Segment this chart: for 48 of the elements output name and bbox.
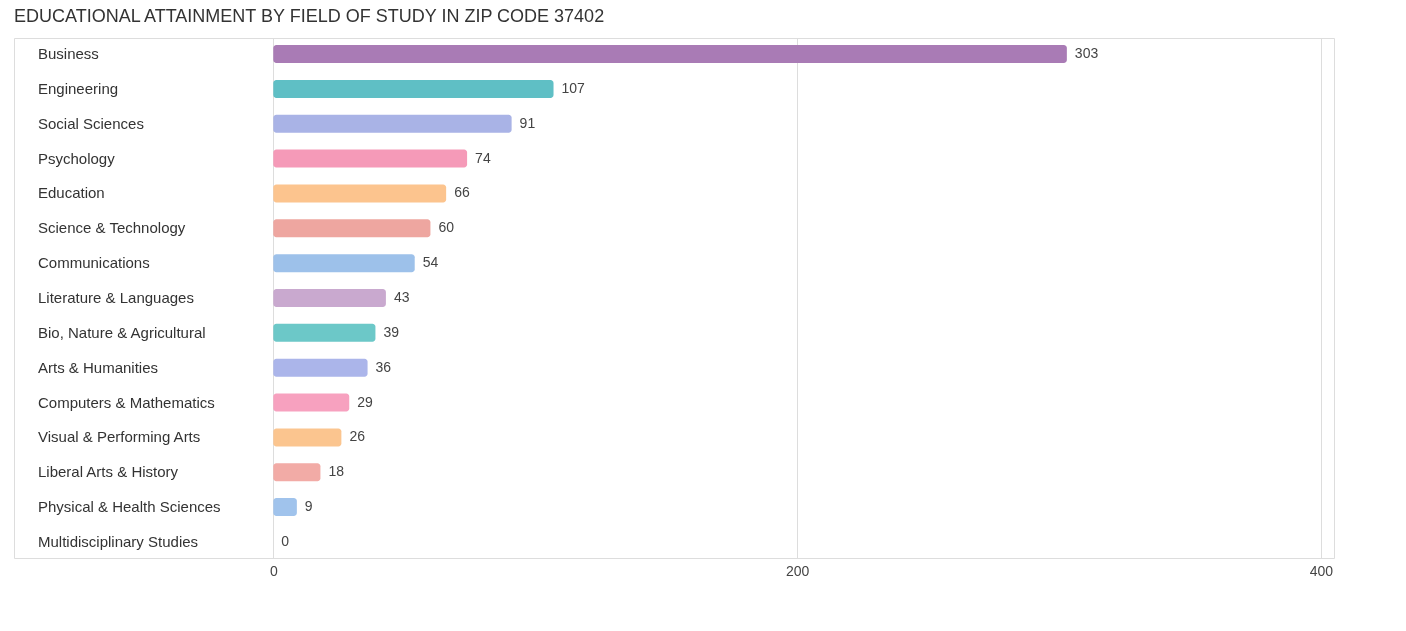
x-tick-label: 0	[269, 562, 278, 579]
y-tick-label: Visual & Performing Arts	[38, 428, 201, 446]
y-tick-label: Science & Technology	[38, 219, 186, 237]
bar	[273, 219, 431, 238]
bar	[273, 393, 350, 412]
data-label: 39	[383, 323, 400, 340]
y-tick-label: Computers & Mathematics	[38, 393, 215, 411]
y-tick-label: Psychology	[38, 149, 116, 167]
y-tick-label: Business	[38, 45, 99, 63]
data-label: 74	[475, 149, 491, 166]
data-label: 36	[375, 358, 392, 375]
data-label: 60	[438, 219, 455, 236]
y-tick-label: Literature & Languages	[38, 289, 194, 306]
data-label: 26	[349, 428, 366, 445]
y-tick-label: Engineering	[38, 79, 119, 97]
bar	[273, 149, 468, 168]
data-label: 18	[328, 463, 345, 480]
bar	[273, 428, 342, 447]
data-label: 9	[304, 498, 313, 515]
bar	[273, 45, 1067, 64]
y-tick-label: Social Sciences	[38, 114, 144, 132]
y-tick-label: Liberal Arts & History	[38, 463, 179, 481]
chart-title: EDUCATIONAL ATTAINMENT BY FIELD OF STUDY IN ZIP CODE 37402	[14, 6, 605, 26]
bar	[273, 463, 321, 482]
data-label: 43	[393, 289, 410, 305]
y-tick-label: Multidisciplinary Studies	[38, 532, 199, 550]
data-label: 66	[454, 184, 470, 201]
bar	[273, 323, 376, 342]
data-label: 107	[561, 79, 586, 96]
bar	[273, 79, 554, 98]
bar	[273, 358, 368, 377]
data-label: 303	[1074, 45, 1099, 62]
bar	[273, 184, 447, 203]
bar	[273, 254, 415, 273]
y-tick-label: Physical & Health Sciences	[38, 498, 221, 516]
data-label: 54	[422, 254, 439, 271]
y-tick-label: Communications	[38, 254, 150, 272]
bar	[273, 289, 386, 307]
y-tick-label: Education	[38, 184, 105, 202]
x-tick-label: 200	[785, 562, 810, 579]
y-tick-label: Arts & Humanities	[38, 358, 159, 376]
y-tick-label: Bio, Nature & Agricultural	[38, 323, 206, 341]
data-label: 29	[357, 393, 374, 410]
data-label: 91	[519, 114, 536, 131]
bar	[273, 498, 297, 517]
bar	[273, 114, 512, 133]
x-tick-label: 400	[1309, 562, 1334, 579]
data-label: 0	[281, 532, 290, 549]
